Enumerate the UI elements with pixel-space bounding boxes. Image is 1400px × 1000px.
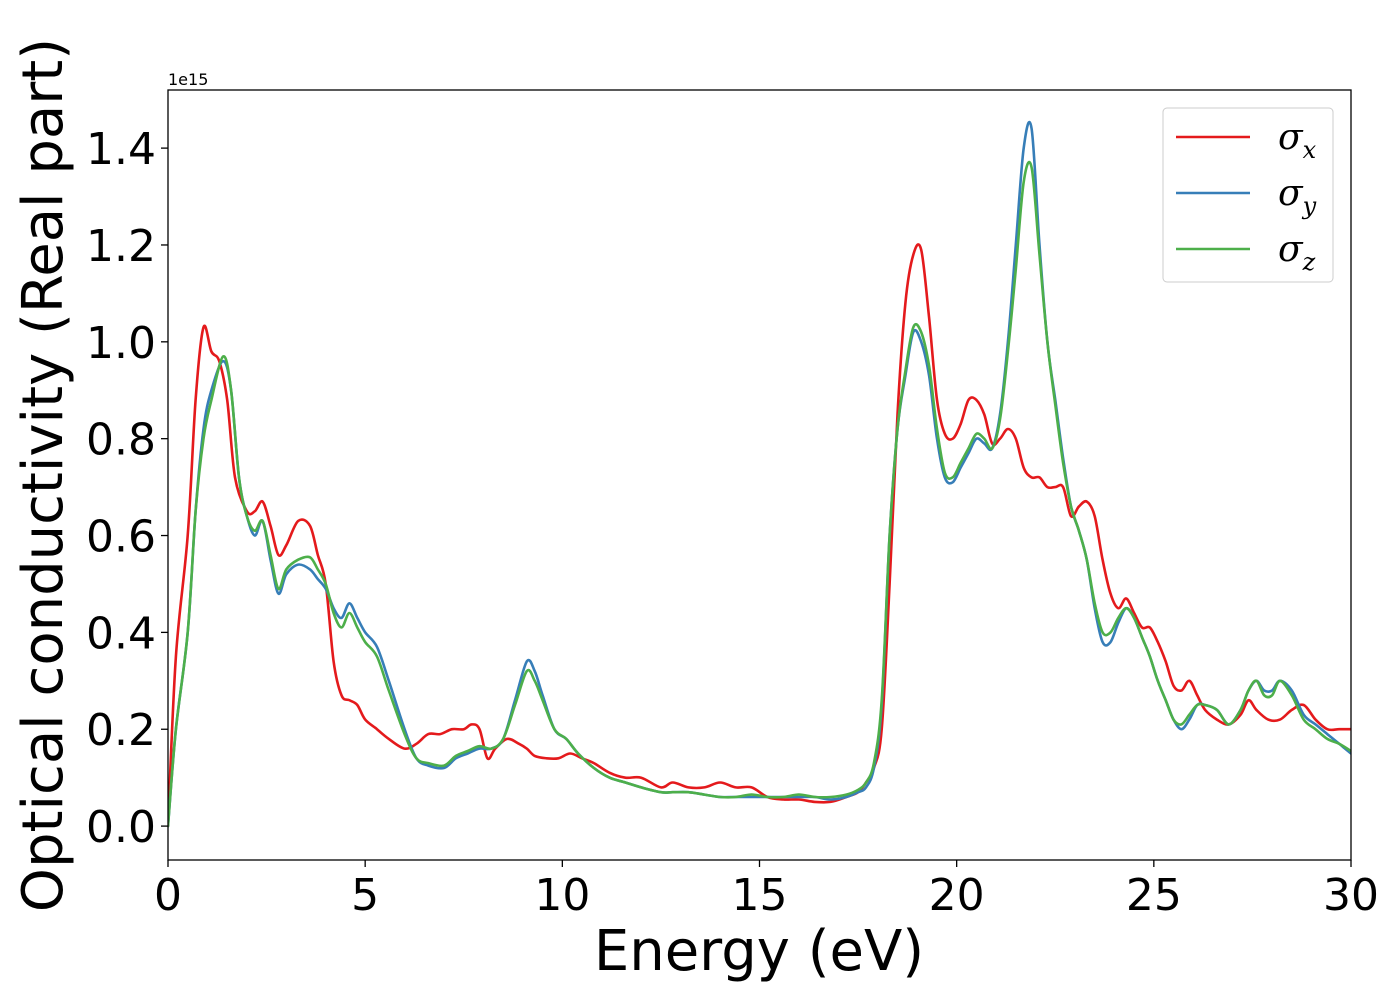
y-offset-text: 1e15: [168, 70, 208, 89]
x-tick-label: 25: [1126, 870, 1182, 921]
y-axis-label: Optical conductivity (Real part): [11, 38, 76, 912]
series-line-x: [168, 243, 1351, 828]
x-tick-label: 10: [534, 870, 590, 921]
series-line-z: [168, 160, 1351, 828]
y-tick-label: 0.0: [86, 802, 156, 853]
series-layer: [168, 120, 1351, 828]
legend-box: [1162, 107, 1334, 283]
y-tick-label: 1.4: [86, 124, 156, 175]
y-tick-label: 0.6: [86, 512, 156, 563]
x-tick-label: 5: [351, 870, 379, 921]
x-axis-label: Energy (eV): [594, 919, 924, 984]
y-tick-label: 0.4: [86, 608, 156, 659]
y-tick-label: 0.8: [86, 415, 156, 466]
x-tick-label: 15: [732, 870, 788, 921]
x-tick-label: 20: [929, 870, 985, 921]
y-tick-label: 1.2: [86, 221, 156, 272]
y-tick-label: 0.2: [86, 705, 156, 756]
x-tick-label: 0: [154, 870, 182, 921]
x-tick-label: 30: [1323, 870, 1379, 921]
x-axis: 0 5 10 15 20 25 30: [154, 860, 1379, 921]
y-axis: 0.0 0.2 0.4 0.6 0.8 1.0 1.2 1.4: [86, 124, 168, 853]
y-tick-label: 1.0: [86, 318, 156, 369]
